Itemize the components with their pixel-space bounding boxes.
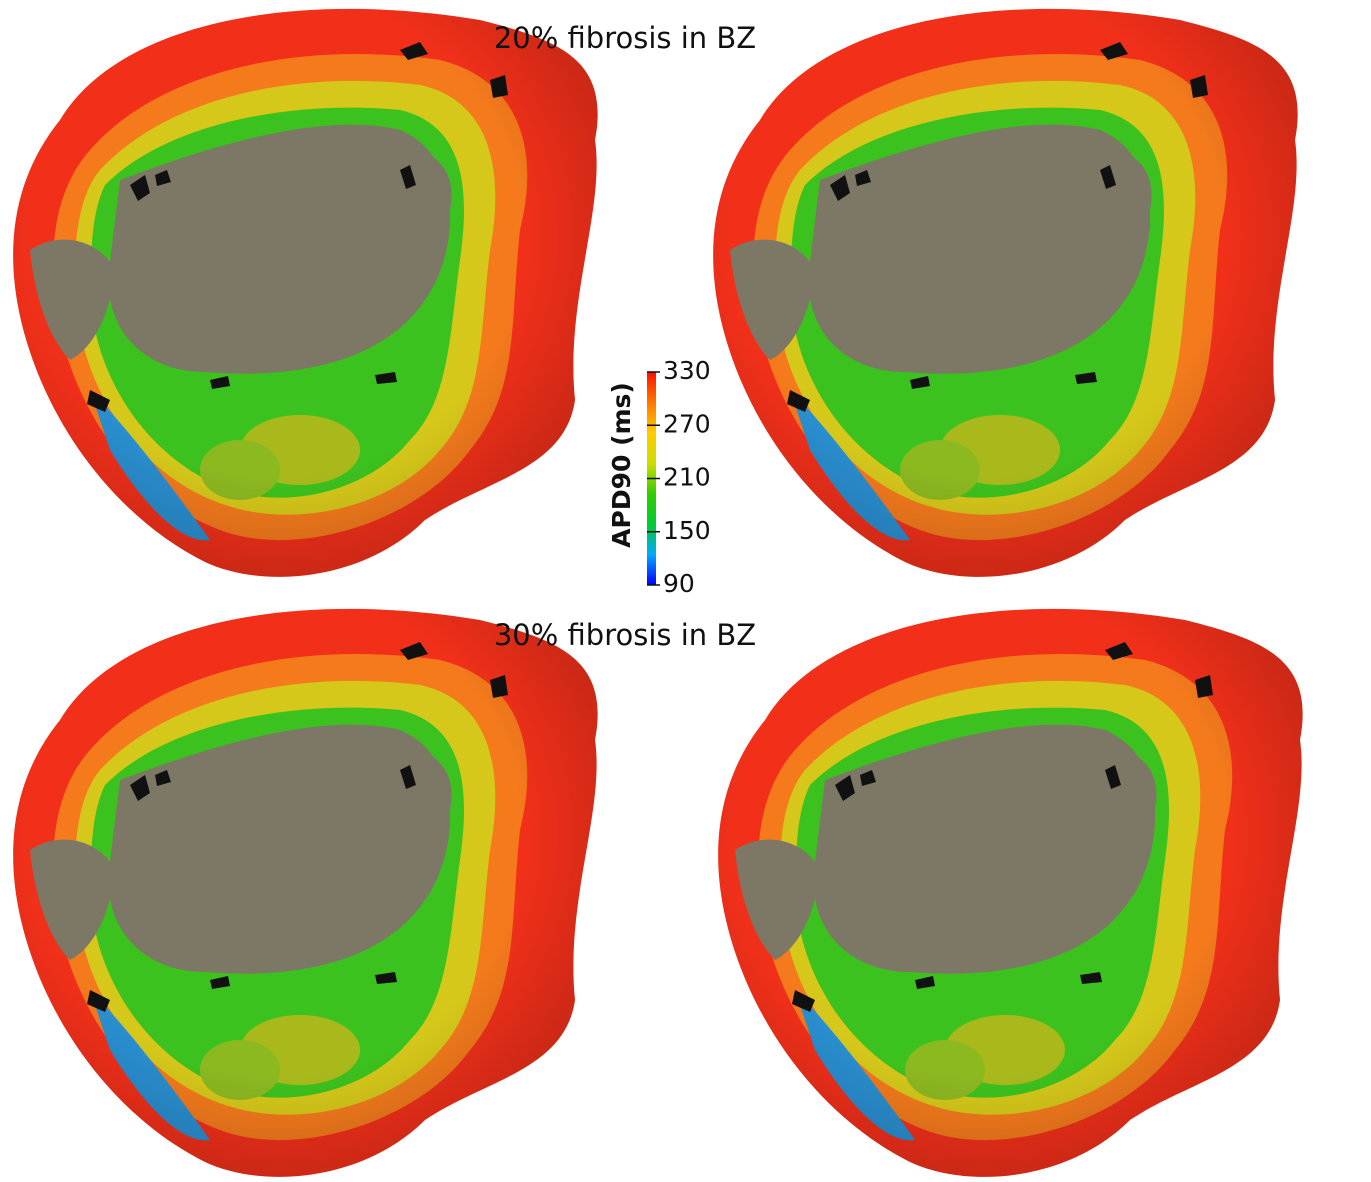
colorbar-tick-label: 210 — [663, 463, 711, 492]
colorbar-tick-label: 90 — [663, 569, 695, 598]
colorbar-tick-label: 270 — [663, 409, 711, 438]
colorbar-ticks: 90 150 210 270 330 — [647, 356, 711, 598]
heart-render — [13, 609, 598, 1177]
heart-render — [713, 9, 1298, 577]
heart-render — [13, 9, 598, 577]
heart-render — [718, 609, 1303, 1177]
colorbar-tick-label: 330 — [663, 356, 711, 385]
colorbar-label: APD90 (ms) — [607, 382, 636, 548]
panel-title: 30% fibrosis in BZ — [494, 618, 756, 652]
figure: 20% fibrosis in BZ 30% fibrosis in BZ AP… — [0, 0, 1371, 1182]
panel-title: 20% fibrosis in BZ — [494, 21, 756, 55]
colorbar-tick-label: 150 — [663, 516, 711, 545]
